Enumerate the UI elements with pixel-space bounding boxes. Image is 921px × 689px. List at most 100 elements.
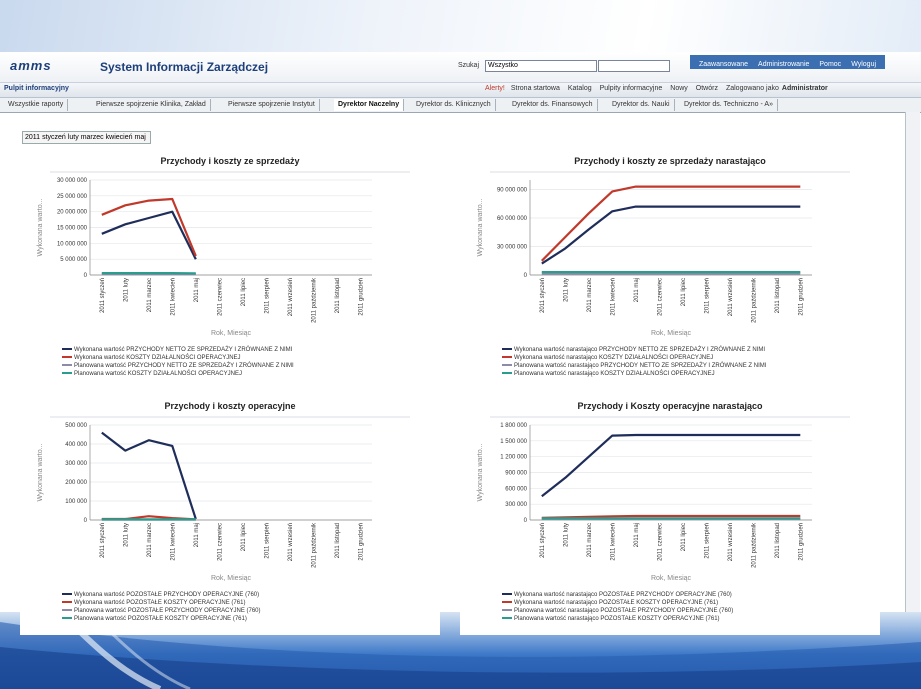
x-axis-label: Rok, Miesiąc xyxy=(651,330,692,337)
y-tick-label: 25 000 000 xyxy=(57,194,88,200)
x-tick-label: 2011 marzec xyxy=(587,523,593,557)
x-tick-label: 2011 październik xyxy=(311,522,317,568)
y-tick-label: 600 000 xyxy=(505,486,527,492)
x-tick-label: 2011 kwiecień xyxy=(170,523,176,561)
x-tick-label: 2011 maj xyxy=(194,278,200,302)
x-tick-label: 2011 październik xyxy=(751,522,757,568)
legend-label: Planowana wartość narastająco POZOSTAŁE … xyxy=(514,608,733,614)
x-tick-label: 2011 październik xyxy=(311,277,317,323)
legend-label: Wykonana wartość narastająco POZOSTAŁE P… xyxy=(514,592,732,598)
x-tick-label: 2011 maj xyxy=(194,523,200,547)
x-tick-label: 2011 lipiec xyxy=(241,523,247,551)
tab[interactable]: Dyrektor Naczelny xyxy=(334,99,404,111)
x-tick-label: 2011 grudzień xyxy=(798,278,804,316)
x-tick-label: 2011 czerwiec xyxy=(657,278,663,316)
x-tick-label: 2011 czerwiec xyxy=(217,278,223,316)
x-tick-label: 2011 czerwiec xyxy=(657,523,663,561)
tab[interactable]: Dyrektor ds. Finansowych xyxy=(508,99,598,111)
x-tick-label: 2011 listopad xyxy=(335,523,341,558)
y-axis-label: Wykonana warto... xyxy=(477,443,484,501)
y-tick-label: 10 000 000 xyxy=(57,241,88,247)
legend-label: Wykonana wartość POZOSTAŁE PRZYCHODY OPE… xyxy=(74,592,259,598)
legend-label: Wykonana wartość PRZYCHODY NETTO ZE SPRZ… xyxy=(74,346,293,353)
legend-label: Planowana wartość narastająco POZOSTAŁE … xyxy=(514,616,720,622)
y-tick-label: 1 500 000 xyxy=(500,439,527,445)
tab[interactable]: Pierwsze spojrzenie Instytut xyxy=(224,99,320,111)
x-axis-label: Rok, Miesiąc xyxy=(211,330,252,337)
chart-panel xyxy=(20,150,440,390)
x-tick-label: 2011 listopad xyxy=(775,278,781,313)
tab[interactable]: Pierwsze spojrzenie Klinika, Zakład xyxy=(92,99,211,111)
y-axis-label: Wykonana warto... xyxy=(37,443,44,501)
tab[interactable]: Dyrektor ds. Nauki xyxy=(608,99,675,111)
legend-label: Wykonana wartość POZOSTAŁE KOSZTY OPERAC… xyxy=(74,600,245,606)
y-tick-label: 60 000 000 xyxy=(497,216,528,222)
chart-panel xyxy=(20,395,440,635)
legend-label: Planowana wartość POZOSTAŁE KOSZTY OPERA… xyxy=(74,616,247,622)
tab[interactable]: Wszystkie raporty xyxy=(4,99,68,111)
y-axis-label: Wykonana warto... xyxy=(37,198,44,256)
y-tick-label: 100 000 xyxy=(65,499,87,505)
chart-title: Przychody i Koszty operacyjne narastając… xyxy=(577,401,763,411)
y-tick-label: 90 000 000 xyxy=(497,188,528,194)
y-tick-label: 20 000 000 xyxy=(57,210,88,216)
x-tick-label: 2011 styczeń xyxy=(540,278,546,313)
x-tick-label: 2011 czerwiec xyxy=(217,523,223,561)
x-tick-label: 2011 luty xyxy=(563,523,569,547)
y-tick-label: 900 000 xyxy=(505,471,527,477)
x-tick-label: 2011 luty xyxy=(123,278,129,302)
legend-label: Planowana wartość KOSZTY DZIAŁALNOŚCI OP… xyxy=(74,369,242,377)
x-tick-label: 2011 styczeń xyxy=(100,278,106,313)
y-tick-label: 300 000 xyxy=(65,461,87,467)
x-tick-label: 2011 styczeń xyxy=(100,523,106,558)
x-axis-label: Rok, Miesiąc xyxy=(651,575,692,582)
x-tick-label: 2011 listopad xyxy=(335,278,341,313)
x-tick-label: 2011 lipiec xyxy=(241,278,247,306)
y-tick-label: 30 000 000 xyxy=(497,245,528,251)
x-tick-label: 2011 wrzesień xyxy=(288,523,294,561)
x-tick-label: 2011 maj xyxy=(634,278,640,302)
x-tick-label: 2011 grudzień xyxy=(358,523,364,561)
x-tick-label: 2011 grudzień xyxy=(798,523,804,561)
x-tick-label: 2011 wrzesień xyxy=(728,278,734,316)
x-tick-label: 2011 lipiec xyxy=(681,278,687,306)
x-tick-label: 2011 sierpień xyxy=(704,523,710,559)
x-tick-label: 2011 kwiecień xyxy=(610,523,616,561)
x-tick-label: 2011 lipiec xyxy=(681,523,687,551)
legend-label: Wykonana wartość narastająco PRZYCHODY N… xyxy=(514,346,765,353)
x-tick-label: 2011 luty xyxy=(563,278,569,302)
x-tick-label: 2011 styczeń xyxy=(540,523,546,558)
x-tick-label: 2011 wrzesień xyxy=(288,278,294,316)
x-tick-label: 2011 kwiecień xyxy=(610,278,616,316)
legend-label: Wykonana wartość narastająco POZOSTAŁE K… xyxy=(514,600,718,606)
y-tick-label: 400 000 xyxy=(65,442,87,448)
x-tick-label: 2011 sierpień xyxy=(704,278,710,314)
y-tick-label: 1 200 000 xyxy=(500,455,527,461)
legend-label: Wykonana wartość narastająco KOSZTY DZIA… xyxy=(514,353,713,361)
x-tick-label: 2011 marzec xyxy=(147,278,153,312)
tab[interactable]: Dyrektor ds. Klinicznych xyxy=(412,99,496,111)
x-tick-label: 2011 sierpień xyxy=(264,278,270,314)
y-tick-label: 15 000 000 xyxy=(57,226,88,232)
chart-title: Przychody i koszty operacyjne xyxy=(164,401,295,411)
tab[interactable]: Dyrektor ds. Techniczno - A» xyxy=(680,99,778,111)
y-tick-label: 300 000 xyxy=(505,502,527,508)
x-tick-label: 2011 sierpień xyxy=(264,523,270,559)
x-tick-label: 2011 wrzesień xyxy=(728,523,734,561)
legend-label: Planowana wartość POZOSTAŁE PRZYCHODY OP… xyxy=(74,608,261,614)
x-tick-label: 2011 listopad xyxy=(775,523,781,558)
x-tick-label: 2011 kwiecień xyxy=(170,278,176,316)
y-axis-label: Wykonana warto... xyxy=(477,198,484,256)
y-tick-label: 500 000 xyxy=(65,423,87,429)
chart-title: Przychody i koszty ze sprzedaży xyxy=(160,156,299,166)
x-tick-label: 2011 marzec xyxy=(587,278,593,312)
y-tick-label: 30 000 000 xyxy=(57,178,88,184)
x-tick-label: 2011 luty xyxy=(123,523,129,547)
y-tick-label: 1 800 000 xyxy=(500,423,527,429)
y-tick-label: 5 000 000 xyxy=(60,257,87,263)
page: {"header": {"logo": "amms", "title": "Sy… xyxy=(0,0,921,689)
chart-title: Przychody i koszty ze sprzedaży narastaj… xyxy=(574,156,766,166)
legend-label: Planowana wartość narastająco PRZYCHODY … xyxy=(514,362,767,369)
x-axis-label: Rok, Miesiąc xyxy=(211,575,252,582)
legend-label: Planowana wartość PRZYCHODY NETTO ZE SPR… xyxy=(74,362,294,369)
